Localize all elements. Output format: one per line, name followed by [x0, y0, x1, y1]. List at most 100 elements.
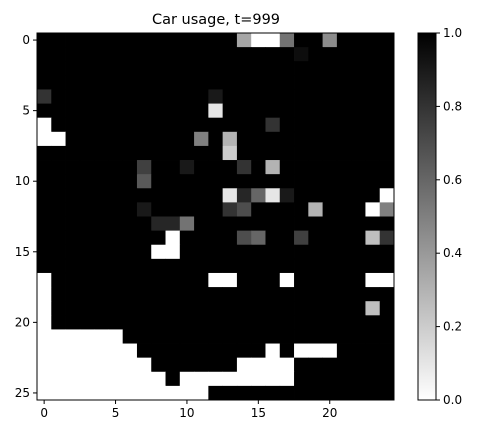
heatmap-cell	[322, 244, 338, 260]
heatmap-cell	[236, 244, 252, 260]
heatmap-cell	[322, 315, 338, 330]
heatmap-cell	[151, 47, 166, 62]
heatmap-cell	[179, 103, 195, 119]
heatmap-cell	[194, 61, 209, 76]
heatmap-cell	[79, 145, 95, 161]
heatmap-cell	[79, 385, 95, 401]
heatmap-cell	[308, 61, 323, 76]
heatmap-cell	[294, 103, 309, 119]
heatmap-cell	[37, 160, 52, 175]
heatmap-cell	[151, 244, 166, 260]
heatmap-cell	[322, 33, 338, 48]
heatmap-cell	[351, 258, 366, 274]
heatmap-cell	[136, 174, 152, 189]
heatmap-cell	[251, 385, 266, 401]
heatmap-cell	[194, 75, 209, 90]
heatmap-cell	[65, 315, 81, 330]
heatmap-cell	[194, 188, 209, 203]
heatmap-cell	[65, 371, 81, 387]
heatmap-cell	[379, 287, 395, 302]
heatmap-cell	[51, 244, 66, 260]
heatmap-cell	[379, 230, 395, 246]
heatmap-cell	[336, 216, 352, 232]
heatmap-cell	[222, 202, 238, 217]
heatmap-cell	[294, 287, 309, 302]
heatmap-cell	[108, 315, 124, 330]
heatmap-cell	[336, 188, 352, 203]
heatmap-cell	[336, 385, 352, 401]
heatmap-cell	[108, 202, 124, 217]
heatmap-cell	[51, 145, 66, 161]
heatmap-cell	[294, 117, 309, 133]
heatmap-cell	[136, 343, 152, 359]
heatmap-cell	[265, 385, 281, 401]
heatmap-cell	[122, 287, 138, 302]
heatmap-cell	[351, 385, 366, 401]
heatmap-cell	[165, 160, 181, 175]
heatmap-cell	[379, 131, 395, 147]
heatmap-cell	[265, 89, 281, 104]
heatmap-cell	[51, 315, 66, 330]
heatmap-cell	[336, 202, 352, 217]
heatmap-cell	[294, 371, 309, 387]
heatmap-cell	[179, 230, 195, 246]
heatmap-cell	[208, 188, 224, 203]
heatmap-cell	[65, 230, 81, 246]
heatmap-cell	[294, 230, 309, 246]
heatmap-cell	[379, 145, 395, 161]
heatmap-cell	[94, 315, 109, 330]
heatmap-cell	[308, 357, 323, 373]
heatmap-cell	[37, 287, 52, 302]
heatmap-cell	[208, 301, 224, 316]
heatmap-cell	[336, 131, 352, 147]
x-axis: 0 5 10 15 20	[40, 400, 337, 420]
heatmap-cell	[251, 131, 266, 147]
heatmap-cell	[251, 230, 266, 246]
heatmap-cell	[379, 174, 395, 189]
heatmap-cell	[308, 385, 323, 401]
heatmap-cell	[179, 75, 195, 90]
heatmap-cell	[279, 61, 295, 76]
heatmap-cell	[279, 117, 295, 133]
heatmap-cell	[279, 75, 295, 90]
heatmap-cell	[79, 287, 95, 302]
y-tick-label: 25	[15, 386, 30, 400]
heatmap-cell	[122, 174, 138, 189]
heatmap-cell	[265, 343, 281, 359]
heatmap-cell	[94, 174, 109, 189]
heatmap-cell	[108, 371, 124, 387]
heatmap-cell	[265, 301, 281, 316]
heatmap-cell	[308, 287, 323, 302]
heatmap-cell	[208, 385, 224, 401]
heatmap-cell	[179, 315, 195, 330]
heatmap-cell	[179, 244, 195, 260]
heatmap-cell	[208, 89, 224, 104]
heatmap-cell	[365, 258, 381, 274]
heatmap-cell	[37, 343, 52, 359]
heatmap-cell	[51, 357, 66, 373]
x-tick-label: 5	[112, 406, 120, 420]
heatmap-cell	[308, 329, 323, 344]
heatmap-cell	[208, 329, 224, 344]
heatmap-cell	[165, 315, 181, 330]
heatmap-cell	[279, 89, 295, 104]
heatmap-cell	[279, 188, 295, 203]
heatmap-cell	[151, 188, 166, 203]
heatmap-cell	[294, 61, 309, 76]
colorbar-tick-label: 0.8	[443, 99, 462, 113]
heatmap-cell	[336, 117, 352, 133]
heatmap-cell	[194, 103, 209, 119]
heatmap-cell	[37, 61, 52, 76]
heatmap-cell	[136, 89, 152, 104]
heatmap-cell	[236, 258, 252, 274]
heatmap-cell	[151, 160, 166, 175]
heatmap-cell	[379, 371, 395, 387]
heatmap-cell	[122, 385, 138, 401]
heatmap-cell	[322, 258, 338, 274]
heatmap-cell	[51, 61, 66, 76]
heatmap-cell	[136, 160, 152, 175]
heatmap-cell	[208, 117, 224, 133]
heatmap-cell	[365, 202, 381, 217]
heatmap-cell	[251, 89, 266, 104]
heatmap-cell	[308, 103, 323, 119]
